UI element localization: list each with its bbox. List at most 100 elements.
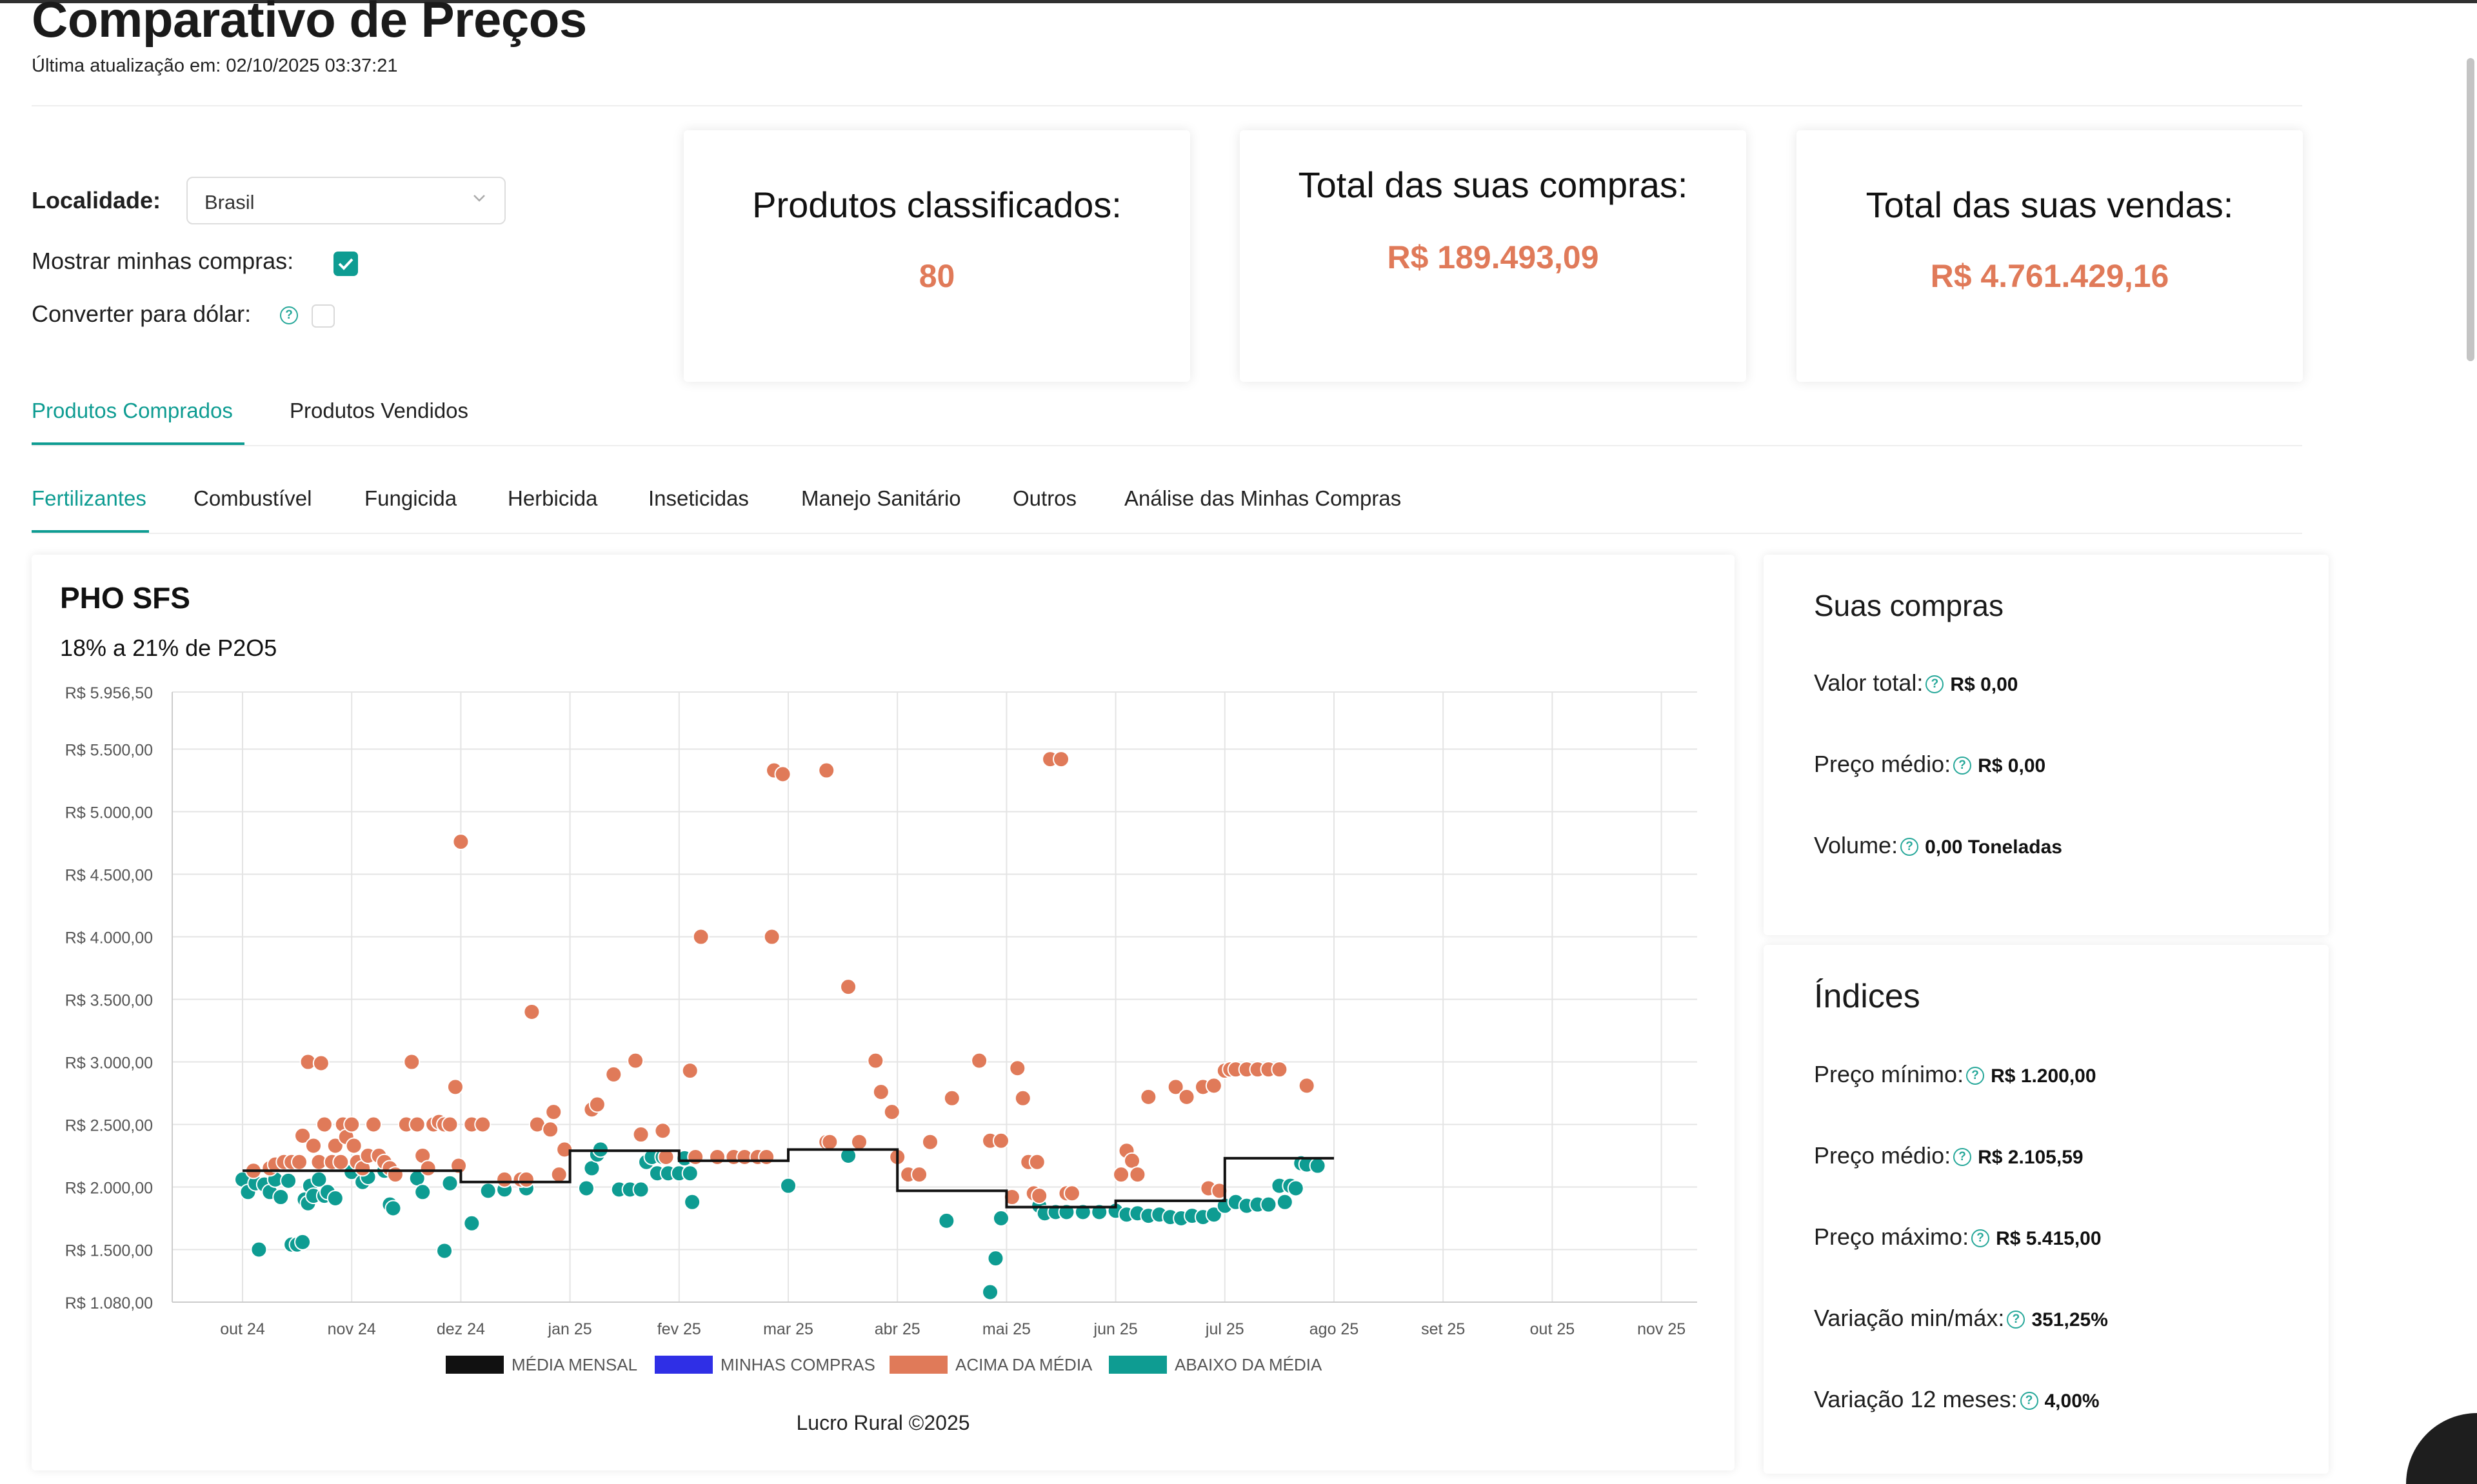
above-average-point bbox=[709, 1148, 726, 1165]
below-average-point bbox=[987, 1250, 1004, 1267]
help-icon[interactable]: ? bbox=[1971, 1229, 1990, 1248]
below-average-point bbox=[684, 1193, 701, 1211]
above-average-point bbox=[365, 1116, 383, 1133]
legend-swatch bbox=[655, 1356, 713, 1374]
tab-produtos-comprados[interactable]: Produtos Comprados bbox=[32, 399, 233, 422]
above-average-point bbox=[1205, 1077, 1222, 1094]
chart-footer: Lucro Rural ©2025 bbox=[796, 1411, 970, 1434]
below-average-point bbox=[992, 1210, 1010, 1227]
x-tick-label: out 25 bbox=[1530, 1320, 1575, 1338]
help-icon[interactable]: ? bbox=[1953, 757, 1972, 775]
row-label: Preço médio: bbox=[1814, 751, 1951, 777]
row-value: 4,00% bbox=[2044, 1390, 2100, 1412]
below-average-point bbox=[632, 1181, 650, 1198]
help-icon[interactable]: ? bbox=[2007, 1311, 2025, 1329]
show-purchases-label: Mostrar minhas compras: bbox=[32, 248, 294, 274]
x-tick-label: nov 25 bbox=[1637, 1320, 1686, 1338]
tab-combustivel[interactable]: Combustível bbox=[194, 486, 312, 510]
help-icon[interactable]: ? bbox=[1953, 1148, 1972, 1167]
your-purchases-card: Suas compras Valor total:? R$ 0,00 Preço … bbox=[1764, 555, 2329, 935]
indices-card: Índices Preço mínimo:? R$ 1.200,00 Preço … bbox=[1764, 945, 2329, 1474]
help-icon[interactable]: ? bbox=[1925, 675, 1944, 694]
above-average-point bbox=[1271, 1061, 1288, 1078]
tab-fertilizantes[interactable]: Fertilizantes bbox=[32, 486, 146, 510]
above-average-point bbox=[867, 1052, 884, 1069]
index-row-variation-12m: Variação 12 meses:? 4,00% bbox=[1814, 1386, 2100, 1413]
price-scatter-chart[interactable]: R$ 1.080,00 R$ 1.500,00 R$ 2.000,00 R$ 2.50… bbox=[32, 555, 1735, 1470]
above-average-point bbox=[1014, 1089, 1031, 1107]
total-purchases-card: Total das suas compras: R$ 189.493,09 bbox=[1240, 130, 1746, 382]
above-average-point bbox=[304, 1137, 322, 1154]
below-average-point bbox=[1205, 1206, 1222, 1223]
tab-analise-minhas-compras[interactable]: Análise das Minhas Compras bbox=[1124, 486, 1402, 510]
below-average-point bbox=[1309, 1157, 1326, 1174]
tab-produtos-vendidos[interactable]: Produtos Vendidos bbox=[290, 399, 469, 422]
below-average-point bbox=[441, 1174, 459, 1192]
legend-swatch bbox=[446, 1356, 504, 1374]
y-tick-label: R$ 4.000,00 bbox=[65, 929, 153, 947]
show-purchases-checkbox[interactable] bbox=[333, 252, 358, 276]
above-average-point bbox=[441, 1116, 459, 1133]
x-tick-label: mar 25 bbox=[763, 1320, 813, 1338]
help-icon[interactable]: ? bbox=[280, 306, 298, 324]
x-tick-label: set 25 bbox=[1421, 1320, 1465, 1338]
purchases-card-title: Suas compras bbox=[1814, 589, 2004, 622]
above-average-point bbox=[840, 978, 857, 996]
above-average-point bbox=[542, 1121, 559, 1138]
below-average-point bbox=[840, 1147, 857, 1165]
above-average-point bbox=[550, 1166, 568, 1183]
page-scrollbar[interactable] bbox=[2464, 26, 2477, 1484]
scrollbar-thumb[interactable] bbox=[2467, 58, 2474, 361]
locality-select[interactable]: Brasil bbox=[186, 177, 506, 224]
convert-dollar-checkbox[interactable] bbox=[312, 304, 335, 328]
below-average-point bbox=[272, 1189, 290, 1206]
y-tick-label: R$ 5.500,00 bbox=[65, 742, 153, 760]
legend-label: MÉDIA MENSAL bbox=[512, 1355, 637, 1374]
x-tick-label: out 24 bbox=[220, 1320, 265, 1338]
legend-label: ABAIXO DA MÉDIA bbox=[1175, 1355, 1322, 1374]
above-average-point bbox=[1140, 1088, 1157, 1105]
legend-label: ACIMA DA MÉDIA bbox=[955, 1355, 1093, 1374]
above-average-point bbox=[343, 1116, 361, 1133]
help-icon[interactable]: ? bbox=[1966, 1067, 1985, 1085]
below-average-point bbox=[681, 1165, 699, 1182]
active-tab-indicator bbox=[32, 442, 244, 445]
purchases-value: R$ 189.493,09 bbox=[1387, 239, 1599, 275]
above-average-point bbox=[821, 1133, 839, 1151]
tab-fungicida[interactable]: Fungicida bbox=[364, 486, 457, 510]
classified-value: 80 bbox=[919, 258, 955, 294]
locality-value: Brasil bbox=[204, 191, 255, 213]
below-average-point bbox=[982, 1283, 999, 1301]
above-average-point bbox=[446, 1078, 464, 1096]
tab-manejo-sanitario[interactable]: Manejo Sanitário bbox=[801, 486, 961, 510]
y-tick-label: R$ 3.000,00 bbox=[65, 1054, 153, 1073]
index-row-min: Preço mínimo:? R$ 1.200,00 bbox=[1814, 1061, 2096, 1088]
purchases-row-avg: Preço médio:? R$ 0,00 bbox=[1814, 751, 2045, 778]
above-average-point bbox=[315, 1116, 333, 1133]
row-value: R$ 5.415,00 bbox=[1996, 1228, 2102, 1249]
help-icon[interactable]: ? bbox=[2020, 1392, 2038, 1410]
x-tick-label: mai 25 bbox=[982, 1320, 1031, 1338]
x-tick-label: fev 25 bbox=[657, 1320, 701, 1338]
row-label: Preço mínimo: bbox=[1814, 1061, 1964, 1087]
tab-herbicida[interactable]: Herbicida bbox=[508, 486, 598, 510]
classified-title: Produtos classificados: bbox=[752, 184, 1122, 225]
above-average-point bbox=[681, 1062, 699, 1080]
classified-products-card: Produtos classificados: 80 bbox=[684, 130, 1190, 382]
y-tick-label: R$ 2.000,00 bbox=[65, 1180, 153, 1198]
row-value: R$ 0,00 bbox=[1950, 674, 2018, 695]
x-tick-label: jan 25 bbox=[548, 1320, 592, 1338]
above-average-point bbox=[654, 1122, 671, 1140]
product-name: PHO SFS bbox=[60, 581, 190, 615]
above-average-point bbox=[332, 1153, 350, 1171]
above-average-point bbox=[1129, 1166, 1146, 1183]
tab-outros[interactable]: Outros bbox=[1013, 486, 1077, 510]
sales-value: R$ 4.761.429,16 bbox=[1930, 258, 2169, 294]
above-average-point bbox=[692, 928, 710, 945]
x-tick-label: abr 25 bbox=[875, 1320, 920, 1338]
help-icon[interactable]: ? bbox=[1900, 838, 1919, 856]
tab-inseticidas[interactable]: Inseticidas bbox=[648, 486, 749, 510]
above-average-point bbox=[496, 1171, 513, 1188]
locality-label: Localidade: bbox=[32, 187, 161, 213]
above-average-point bbox=[386, 1166, 404, 1183]
